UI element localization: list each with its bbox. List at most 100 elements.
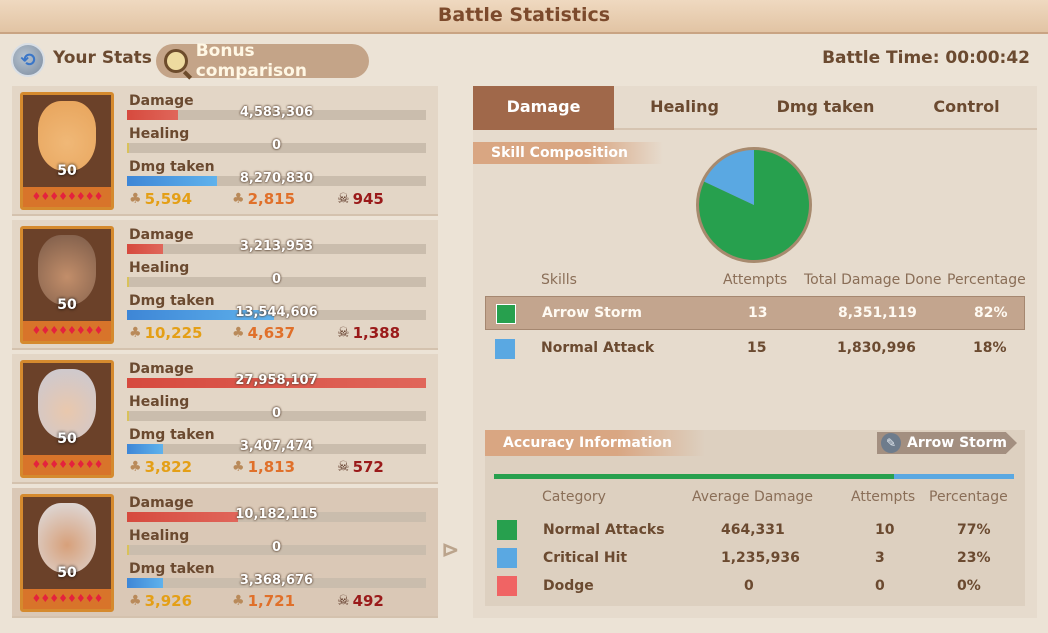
swap-icon[interactable]: ⟲ — [11, 43, 45, 77]
category-percentage: 23% — [957, 550, 991, 566]
troops-value: 10,225 — [144, 324, 203, 342]
category-swatch — [497, 576, 517, 596]
tab-healing[interactable]: Healing — [650, 97, 719, 116]
healing-bar-fill — [127, 143, 130, 153]
kills-value: 1,388 — [352, 324, 401, 342]
your-stats-label[interactable]: Your Stats — [53, 48, 152, 68]
skill-attempts: 15 — [747, 340, 767, 356]
col-average-damage: Average Damage — [692, 489, 814, 505]
healing-bar: 0 — [127, 406, 426, 421]
bonus-comparison-label: Bonus comparison — [195, 41, 307, 81]
expand-arrow-icon[interactable]: ⊳ — [441, 538, 460, 563]
hero-avatar — [38, 101, 96, 171]
skill-color-swatch — [495, 339, 515, 359]
tab-control[interactable]: Control — [933, 97, 1000, 116]
healing-bar: 0 — [127, 138, 426, 153]
damage-bar-fill — [127, 110, 178, 120]
tab-bar: Damage Healing Dmg taken Control — [473, 86, 1037, 130]
wounded-icon: ♣ — [232, 325, 245, 341]
col-percentage: Percentage — [929, 489, 1008, 505]
damage-value: 3,213,953 — [239, 239, 314, 254]
category-average: 0 — [744, 578, 754, 594]
healing-bar: 0 — [127, 540, 426, 555]
hero-row[interactable]: 50 ♦♦♦♦♦♦♦♦ Damage 27,958,107 Healing 0 … — [12, 354, 438, 484]
dmg-taken-bar-fill — [127, 578, 163, 588]
accuracy-bar-fill — [494, 474, 895, 479]
kills-stat: ☠ 492 — [337, 592, 384, 610]
damage-value: 27,958,107 — [235, 373, 318, 388]
damage-bar: 27,958,107 — [127, 373, 426, 388]
accuracy-row-critical: Critical Hit 1,235,936 3 23% — [485, 546, 1025, 572]
bonus-comparison-button[interactable]: Bonus comparison — [156, 41, 369, 81]
hero-avatar — [38, 503, 96, 573]
kills-value: 492 — [352, 592, 384, 610]
category-attempts: 3 — [875, 550, 885, 566]
category-attempts: 0 — [875, 578, 885, 594]
troops-icon: ♣ — [129, 593, 142, 609]
skill-total-damage: 8,351,119 — [838, 305, 917, 321]
healing-value: 0 — [271, 540, 282, 555]
category-percentage: 77% — [957, 522, 991, 538]
dmg-taken-bar: 3,368,676 — [127, 573, 426, 588]
dmg-taken-label: Dmg taken — [129, 293, 215, 309]
troops-value: 3,822 — [144, 458, 193, 476]
troops-stat: ♣ 10,225 — [129, 324, 202, 342]
damage-bar-fill — [127, 378, 426, 388]
hero-portrait[interactable]: 50 ♦♦♦♦♦♦♦♦ — [20, 494, 114, 612]
damage-label: Damage — [129, 227, 194, 243]
magnifier-icon — [164, 49, 188, 73]
hero-row[interactable]: 50 ♦♦♦♦♦♦♦♦ Damage 10,182,115 Healing 0 … — [12, 488, 438, 618]
dmg-taken-value: 3,368,676 — [239, 573, 314, 588]
tab-damage[interactable]: Damage — [473, 86, 614, 130]
skill-percentage: 18% — [973, 340, 1007, 356]
hero-portrait[interactable]: 50 ♦♦♦♦♦♦♦♦ — [20, 92, 114, 210]
healing-label: Healing — [129, 394, 190, 410]
troops-stat: ♣ 3,926 — [129, 592, 192, 610]
skill-attempts: 13 — [748, 305, 768, 321]
battle-time: Battle Time: 00:00:42 — [822, 48, 1030, 68]
hero-avatar — [38, 369, 96, 439]
skill-composition-title: Skill Composition — [473, 142, 663, 164]
category-swatch — [497, 520, 517, 540]
accuracy-row-normal: Normal Attacks 464,331 10 77% — [485, 518, 1025, 544]
troops-icon: ♣ — [129, 325, 142, 341]
detail-panel: Damage Healing Dmg taken Control Skill C… — [473, 86, 1037, 618]
dmg-taken-label: Dmg taken — [129, 159, 215, 175]
wounded-icon: ♣ — [232, 459, 245, 475]
hero-row[interactable]: 50 ♦♦♦♦♦♦♦♦ Damage 4,583,306 Healing 0 D… — [12, 86, 438, 216]
col-percentage: Percentage — [947, 272, 1026, 288]
healing-value: 0 — [271, 138, 282, 153]
skill-name: Arrow Storm — [542, 305, 642, 321]
healing-value: 0 — [271, 406, 282, 421]
accuracy-skill-selector[interactable]: ✎ Arrow Storm — [877, 432, 1017, 454]
hero-row[interactable]: 50 ♦♦♦♦♦♦♦♦ Damage 3,213,953 Healing 0 D… — [12, 220, 438, 350]
healing-value: 0 — [271, 272, 282, 287]
damage-value: 10,182,115 — [235, 507, 318, 522]
wounded-value: 2,815 — [247, 190, 296, 208]
healing-bar: 0 — [127, 272, 426, 287]
hero-portrait[interactable]: 50 ♦♦♦♦♦♦♦♦ — [20, 360, 114, 478]
troops-icon: ♣ — [129, 191, 142, 207]
hero-portrait[interactable]: 50 ♦♦♦♦♦♦♦♦ — [20, 226, 114, 344]
category-attempts: 10 — [875, 522, 895, 538]
wounded-value: 1,813 — [247, 458, 296, 476]
dmg-taken-label: Dmg taken — [129, 427, 215, 443]
wounded-value: 4,637 — [247, 324, 296, 342]
dmg-taken-bar: 8,270,830 — [127, 171, 426, 186]
damage-label: Damage — [129, 495, 194, 511]
category-name: Critical Hit — [543, 550, 628, 566]
accuracy-panel: Accuracy Information ✎ Arrow Storm Categ… — [485, 430, 1025, 606]
skill-row-normal-attack[interactable]: Normal Attack 15 1,830,996 18% — [485, 332, 1025, 366]
category-average: 464,331 — [721, 522, 785, 538]
troops-stat: ♣ 5,594 — [129, 190, 192, 208]
tab-dmg-taken[interactable]: Dmg taken — [776, 97, 875, 116]
skull-icon: ☠ — [337, 593, 350, 609]
dmg-taken-bar-fill — [127, 176, 217, 186]
damage-bar-fill — [127, 244, 163, 254]
dmg-taken-value: 3,407,474 — [239, 439, 314, 454]
hero-avatar — [38, 235, 96, 305]
healing-label: Healing — [129, 528, 190, 544]
damage-bar: 3,213,953 — [127, 239, 426, 254]
accuracy-row-dodge: Dodge 0 0 0% — [485, 574, 1025, 600]
skill-row-arrow-storm[interactable]: Arrow Storm 13 8,351,119 82% — [485, 296, 1025, 330]
